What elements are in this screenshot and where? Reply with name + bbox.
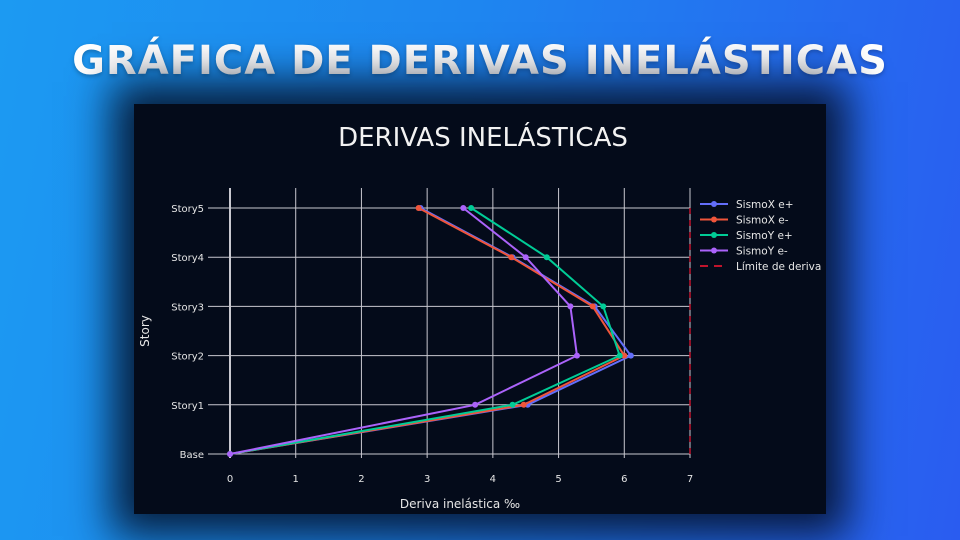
x-tick-label: 1 (293, 474, 299, 485)
data-point (627, 352, 634, 359)
series-line (229, 207, 579, 455)
data-point (472, 401, 479, 408)
legend-label: SismoX e- (736, 215, 789, 227)
data-point (621, 352, 628, 359)
data-point (543, 254, 550, 261)
data-point (520, 401, 527, 408)
legend-label: SismoX e+ (736, 199, 794, 211)
y-tick-label: Story5 (171, 204, 204, 215)
legend[interactable]: SismoX e+ SismoX e- SismoY e+ SismoY e- Lími… (700, 199, 821, 273)
series-line (229, 207, 621, 455)
legend-label: SismoY e- (736, 246, 788, 258)
y-axis-label: Story (138, 315, 152, 347)
x-tick-label: 6 (621, 474, 627, 485)
legend-marker-icon (711, 232, 717, 238)
y-tick-label: Base (180, 450, 204, 461)
series-line (229, 207, 626, 455)
page-headline: GRÁFICA DE DERIVAS INELÁSTICAS (72, 38, 888, 84)
x-tick-label: 0 (227, 474, 233, 485)
data-point (415, 205, 422, 211)
legend-item[interactable]: SismoY e+ (700, 230, 793, 242)
chart-title: DERIVAS INELÁSTICAS (338, 121, 628, 153)
data-point (468, 205, 475, 211)
legend-marker-icon (711, 247, 717, 254)
x-tick-label: 7 (687, 474, 693, 485)
y-tick-label: Story4 (171, 253, 204, 264)
y-tick-label: Story2 (171, 352, 204, 363)
legend-label: Límite de deriva (736, 261, 821, 273)
data-point (573, 352, 580, 359)
data-point (600, 303, 607, 310)
data-point (567, 303, 574, 310)
y-tick-label: Story1 (171, 401, 204, 412)
data-point (460, 205, 467, 211)
data-point (508, 254, 515, 261)
legend-label: SismoY e+ (736, 230, 793, 242)
data-point (616, 352, 623, 359)
legend-marker-icon (711, 201, 717, 207)
data-point (227, 451, 233, 457)
x-tick-label: 5 (555, 474, 561, 485)
x-tick-label: 2 (358, 474, 364, 485)
series-lines (227, 205, 691, 457)
data-point (522, 254, 529, 261)
legend-item[interactable]: SismoY e- (700, 246, 788, 258)
drift-chart: DERIVAS INELÁSTICAS BaseStory1Story2Stor… (138, 121, 821, 511)
grid (208, 188, 691, 458)
legend-marker-icon (711, 216, 717, 223)
x-axis-label: Deriva inelástica ‰ (400, 497, 520, 511)
x-axis-ticks: 0 1 2 3 4 5 6 7 (227, 474, 693, 485)
x-tick-label: 4 (490, 474, 496, 485)
y-tick-label: Story3 (171, 302, 204, 313)
x-tick-label: 3 (424, 474, 430, 485)
legend-item[interactable]: SismoX e+ (700, 199, 794, 211)
data-point (509, 401, 516, 408)
data-point (589, 303, 596, 310)
y-axis-ticks: Base Story1 Story2 Story3 Story4 Story5 (171, 204, 204, 461)
chart-panel: DERIVAS INELÁSTICAS Base Story1 Story2 Stor… (134, 104, 826, 514)
series-line (229, 207, 633, 455)
legend-item[interactable]: SismoX e- (700, 215, 789, 227)
legend-item[interactable]: Límite de deriva (700, 261, 821, 273)
